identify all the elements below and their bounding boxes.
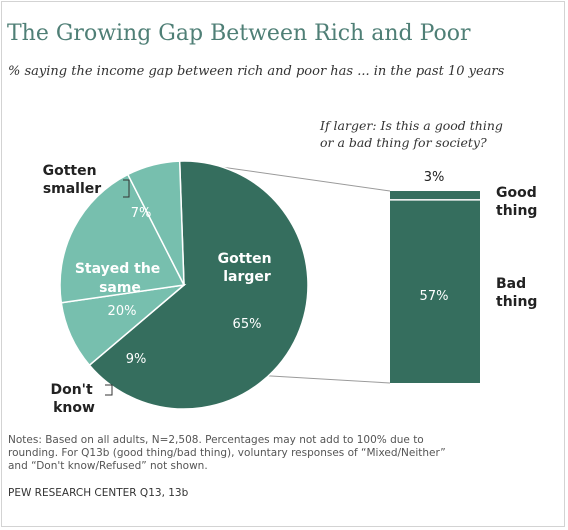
leader-line-gotten-smaller: [123, 179, 130, 198]
pie-value-gotten-smaller: 7%: [131, 206, 152, 221]
bar-segment-good-thing: [390, 191, 480, 200]
pie-value-stayed-the-same: 20%: [108, 304, 137, 319]
chart-source: PEW RESEARCH CENTER Q13, 13b: [8, 487, 189, 499]
bar-question: If larger: Is this a good thing or a bad…: [320, 117, 560, 151]
leader-line-dont-know: [105, 384, 113, 396]
bar-value-good-thing: 3%: [424, 170, 445, 185]
pie-slice-gotten-smaller: [126, 160, 185, 286]
pie-value-dont-know: 9%: [126, 352, 147, 367]
chart-title: The Growing Gap Between Rich and Poor: [7, 21, 471, 46]
bar-segment-bad-thing: [390, 200, 480, 383]
pie-label-gotten-larger: Gotten larger: [218, 251, 277, 285]
notes-line-1: Notes: Based on all adults, N=2,508. Per…: [8, 434, 424, 446]
chart-notes: Notes: Based on all adults, N=2,508. Per…: [8, 434, 558, 473]
pie-label-stayed-the-same: Stayed the same: [75, 261, 165, 296]
bar-value-bad-thing: 57%: [420, 289, 449, 304]
pie-slice-stayed-the-same: [59, 173, 186, 304]
chart-subtitle: % saying the income gap between rich and…: [8, 64, 505, 79]
notes-line-2: rounding. For Q13b (good thing/bad thing…: [8, 447, 446, 459]
pie-label-dont-know: Don't know: [50, 382, 97, 416]
bar-label-bad-thing: Bad thing: [496, 276, 537, 310]
bar-question-line-2: or a bad thing for society?: [320, 135, 487, 150]
pie-value-gotten-larger: 65%: [233, 317, 262, 332]
pie-slice-gotten-larger: [88, 160, 309, 410]
pie-label-gotten-smaller: Gotten smaller: [43, 163, 102, 197]
bar-question-line-1: If larger: Is this a good thing: [320, 118, 503, 133]
notes-line-3: and “Don't know/Refused” not shown.: [8, 460, 208, 472]
bar-label-good-thing: Good thing: [496, 185, 542, 219]
